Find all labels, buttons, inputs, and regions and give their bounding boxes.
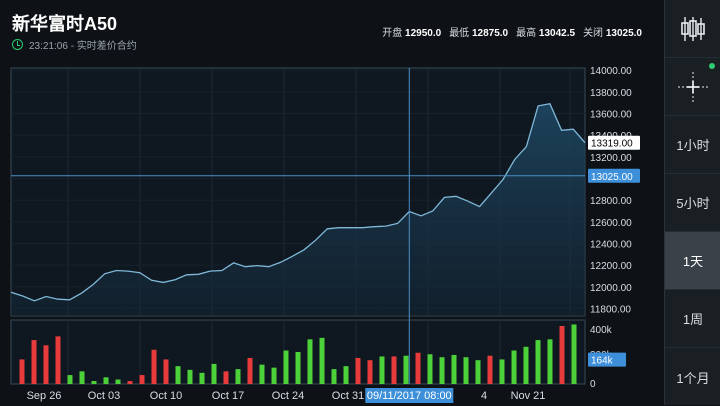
- volume-bar: [535, 340, 541, 384]
- volume-bar: [427, 354, 433, 384]
- y-tick-label: 12400.00: [590, 239, 632, 250]
- volume-bar: [463, 357, 469, 384]
- crosshair-date-label: 09/11/2017 08:00: [367, 390, 452, 402]
- volume-bar: [271, 367, 277, 384]
- volume-bar: [199, 372, 205, 384]
- volume-bar: [283, 350, 289, 384]
- volume-bar: [187, 369, 193, 384]
- clock-icon: [12, 39, 23, 50]
- volume-bar: [295, 352, 301, 384]
- x-tick-label: Oct 31: [332, 390, 364, 402]
- x-tick-label: Oct 10: [150, 390, 182, 402]
- crosshair-icon: [678, 71, 708, 102]
- volume-bar: [571, 324, 577, 384]
- x-tick-label: Sep 26: [27, 390, 62, 402]
- volume-bar: [43, 345, 49, 384]
- volume-bar: [319, 337, 325, 384]
- x-tick-label: Oct 17: [212, 390, 244, 402]
- last-price-label: 13319.00: [591, 139, 633, 150]
- volume-bar: [403, 355, 409, 384]
- crosshair-button[interactable]: [665, 58, 720, 116]
- candlestick-icon: [681, 16, 705, 41]
- stat-low: 最低 12875.0: [449, 28, 509, 39]
- timeframe-1m[interactable]: 1个月: [676, 370, 710, 386]
- volume-bar: [331, 369, 337, 384]
- volume-tick-label: 400k: [590, 325, 613, 336]
- x-tick-label: Oct 03: [88, 390, 120, 402]
- volume-bar: [379, 356, 385, 384]
- timeframe-1w[interactable]: 1周: [665, 290, 720, 348]
- y-tick-label: 12000.00: [590, 283, 632, 294]
- volume-bar: [475, 360, 481, 384]
- y-tick-label: 12600.00: [590, 218, 632, 229]
- volume-current-label: 164k: [591, 356, 614, 367]
- volume-bar: [511, 350, 517, 384]
- y-tick-label: 13600.00: [590, 109, 632, 120]
- volume-bar: [307, 339, 313, 384]
- volume-bar: [499, 359, 505, 384]
- volume-bar: [211, 363, 217, 384]
- y-tick-label: 13800.00: [590, 88, 632, 99]
- volume-bar: [523, 346, 529, 384]
- timeframe-1d[interactable]: 1天: [665, 232, 720, 290]
- volume-bar: [163, 359, 169, 384]
- x-tick-label: Nov 21: [511, 390, 546, 402]
- current-price-box: [588, 168, 640, 183]
- current-price-label: 13025.00: [591, 172, 633, 183]
- y-tick-label: 13200.00: [590, 153, 632, 164]
- volume-bar: [55, 336, 61, 384]
- volume-bar: [343, 366, 349, 384]
- volume-bar: [151, 349, 157, 384]
- volume-tick-label: 0: [590, 379, 596, 390]
- y-tick-label: 12800.00: [590, 196, 632, 207]
- volume-bar: [367, 360, 373, 384]
- stat-close: 关闭 13025.0: [583, 28, 642, 39]
- volume-bar: [247, 357, 253, 384]
- price-line: [10, 102, 586, 302]
- price-chart[interactable]: 14000.0013800.0013600.0013400.0013200.00…: [0, 0, 664, 405]
- volume-bar: [67, 375, 73, 384]
- volume-bar: [127, 381, 133, 384]
- stat-high: 最高 13042.5: [516, 28, 576, 39]
- x-tick-label: Oct 24: [272, 390, 304, 402]
- volume-bar: [31, 340, 37, 384]
- volume-bar: [115, 379, 121, 384]
- volume-bar: [175, 366, 181, 384]
- last-price-box: [588, 135, 640, 150]
- volume-bar: [415, 352, 421, 384]
- volume-bar: [559, 325, 565, 384]
- y-tick-label: 12200.00: [590, 261, 632, 272]
- volume-bar: [139, 375, 145, 384]
- active-dot: [709, 63, 715, 69]
- timeframe-1h[interactable]: 1小时: [665, 116, 720, 174]
- price-area: [11, 103, 585, 316]
- volume-bar: [487, 355, 493, 384]
- volume-bar: [439, 357, 445, 384]
- stat-open: 开盘 12950.0: [382, 28, 442, 39]
- timeframe-5h[interactable]: 5小时: [665, 174, 720, 232]
- volume-bar: [19, 359, 25, 384]
- ohlc-stats: 开盘 12950.0 最低 12875.0 最高 13042.5 关闭 1302…: [382, 24, 642, 39]
- volume-bar: [103, 377, 109, 384]
- volume-bar: [259, 364, 265, 384]
- volume-bar: [547, 339, 553, 384]
- volume-bar: [355, 357, 361, 384]
- volume-bar: [79, 371, 85, 384]
- time-text: 23:21:06 - 实时差价合约: [29, 41, 137, 52]
- timeframe-sidebar: 1小时 5小时 1天 1周 1个月: [664, 0, 720, 405]
- time-line: 23:21:06 - 实时差价合约: [12, 37, 137, 52]
- volume-bar: [91, 381, 97, 384]
- volume-bar: [223, 371, 229, 384]
- volume-current-box: [588, 352, 626, 367]
- y-tick-label: 11800.00: [590, 304, 631, 315]
- x-tick-label: 4: [481, 390, 487, 402]
- volume-bar: [391, 356, 397, 384]
- chart-type-button[interactable]: [665, 0, 720, 58]
- y-tick-label: 14000.00: [590, 66, 632, 77]
- volume-bar: [235, 369, 241, 384]
- crosshair-date-box: [365, 388, 454, 403]
- volume-bar: [451, 354, 457, 384]
- instrument-title: 新华富时A50: [12, 14, 118, 34]
